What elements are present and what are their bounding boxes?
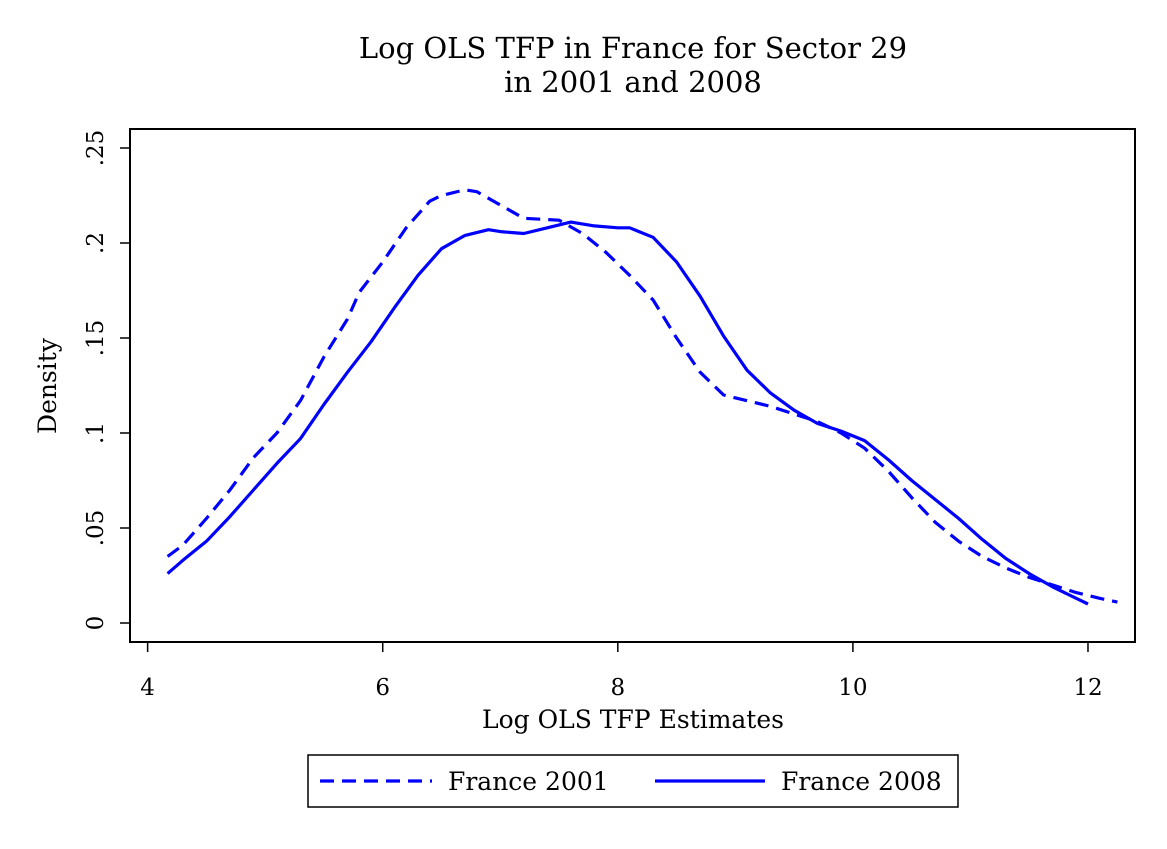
x-tick-label: 4 [140, 675, 155, 701]
x-tick-label: 8 [610, 675, 625, 701]
y-axis-title: Density [33, 337, 62, 434]
x-tick-label: 6 [375, 675, 390, 701]
series-line-0 [166, 188, 1118, 604]
series-line-1 [166, 220, 1089, 606]
x-axis-title: Log OLS TFP Estimates [482, 705, 784, 734]
chart-title: Log OLS TFP in France for Sector 29 [359, 31, 907, 65]
y-tick-label: .15 [83, 320, 109, 357]
chart-subtitle: in 2001 and 2008 [504, 65, 762, 99]
y-tick-label: .05 [83, 510, 109, 547]
y-tick-label: 0 [83, 616, 109, 631]
x-tick-label: 10 [838, 675, 867, 701]
legend: France 2001 France 2008 [307, 754, 959, 808]
legend-label-2001: France 2001 [448, 767, 609, 796]
y-tick-label: .2 [83, 232, 109, 254]
x-axis: 4 6 8 10 12 [140, 642, 1103, 701]
y-tick-label: .1 [83, 422, 109, 444]
y-tick-label: .25 [83, 130, 109, 167]
y-axis: 0 .05 .1 .15 .2 .25 [83, 130, 130, 631]
x-tick-label: 12 [1073, 675, 1102, 701]
plot-area [129, 128, 1136, 643]
series-layer [166, 188, 1118, 606]
legend-label-2008: France 2008 [781, 767, 942, 796]
